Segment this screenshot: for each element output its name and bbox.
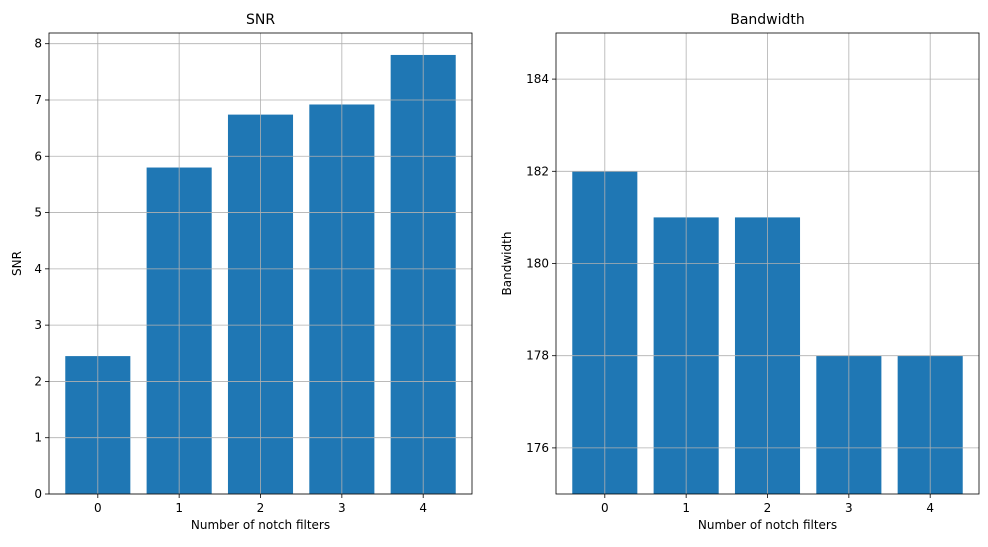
snr-x-tick-label: 2	[257, 501, 265, 515]
bandwidth-x-tick-label: 1	[682, 501, 690, 515]
snr-y-tick-label: 6	[34, 149, 42, 163]
snr-chart: 0 1 2 3 4 0 1 2 3 4 5 6 7 8 SNR Number of notch filters…	[10, 12, 473, 532]
snr-chart-title: SNR	[246, 12, 275, 28]
bandwidth-y-tick-label: 182	[526, 164, 549, 178]
snr-x-tick-label: 1	[175, 501, 183, 515]
bandwidth-x-tick-label: 3	[845, 501, 853, 515]
snr-y-tick-label: 2	[34, 374, 42, 388]
snr-y-axis-label: SNR	[10, 251, 24, 276]
bandwidth-y-tick-label: 176	[526, 441, 549, 455]
snr-x-axis-label: Number of notch filters	[191, 518, 330, 532]
bandwidth-x-tick-label: 0	[601, 501, 609, 515]
snr-y-tick-label: 7	[34, 93, 42, 107]
bandwidth-x-tick-label: 2	[764, 501, 772, 515]
snr-x-tick-label: 0	[94, 501, 102, 515]
bandwidth-x-tick-label: 4	[926, 501, 934, 515]
bandwidth-chart: 0 1 2 3 4 176 178 180 182 184 Bandwidth Number of n…	[500, 12, 980, 532]
bandwidth-y-tick-label: 180	[526, 257, 549, 271]
bandwidth-y-tick-label: 178	[526, 349, 549, 363]
snr-y-tick-label: 5	[34, 206, 42, 220]
snr-x-tick-label: 4	[419, 501, 427, 515]
snr-y-tick-label: 4	[34, 262, 42, 276]
snr-x-tick-label: 3	[338, 501, 346, 515]
snr-y-tick-label: 0	[34, 487, 42, 501]
snr-y-tick-label: 1	[34, 431, 42, 445]
snr-y-tick-label: 3	[34, 318, 42, 332]
snr-y-tick-label: 8	[34, 37, 42, 51]
bandwidth-y-tick-label: 184	[526, 72, 549, 86]
bandwidth-chart-title: Bandwidth	[730, 12, 805, 28]
bandwidth-x-axis-label: Number of notch filters	[698, 518, 837, 532]
bandwidth-y-axis-label: Bandwidth	[500, 232, 514, 296]
